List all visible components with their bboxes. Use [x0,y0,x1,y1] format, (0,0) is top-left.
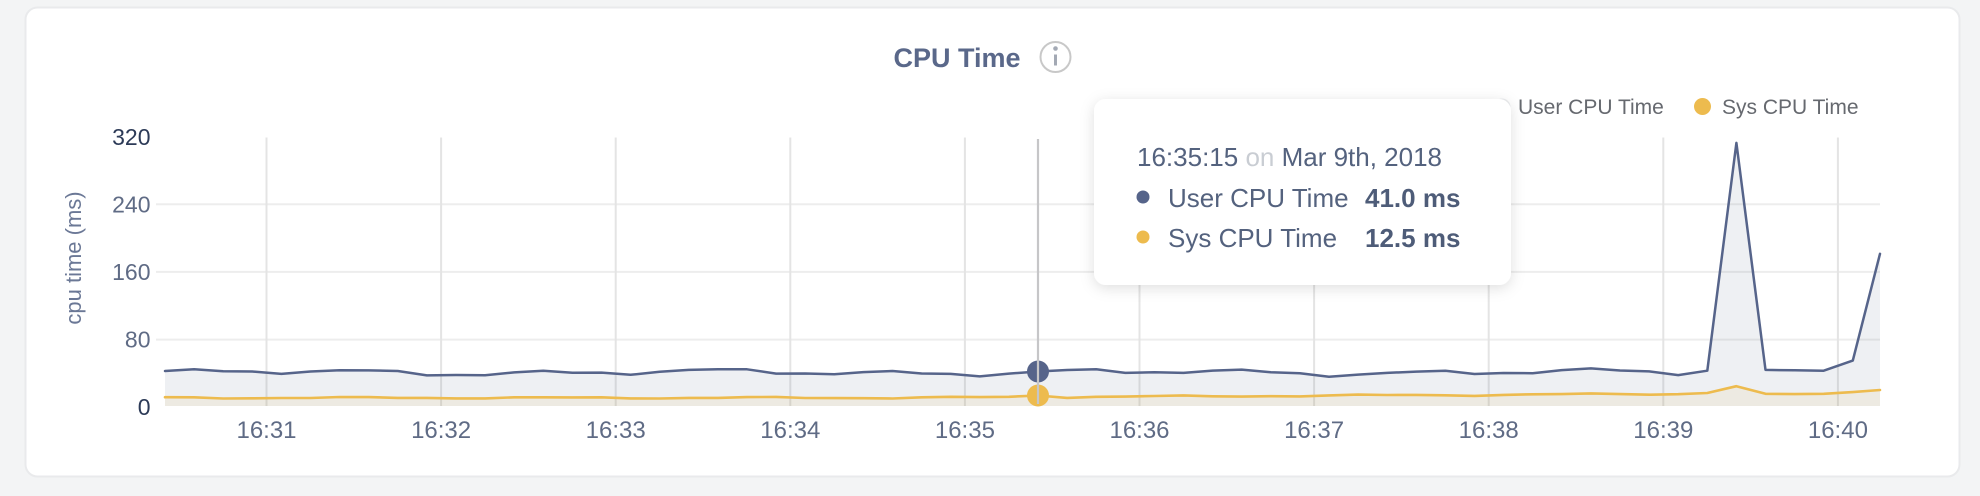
svg-text:16:34: 16:34 [760,417,820,444]
svg-text:320: 320 [112,124,150,150]
svg-text:16:38: 16:38 [1459,417,1519,444]
svg-text:16:33: 16:33 [586,417,646,444]
svg-text:240: 240 [112,192,150,218]
svg-text:80: 80 [125,327,151,353]
svg-text:Sys CPU Time: Sys CPU Time [1722,96,1859,119]
svg-text:cpu time (ms): cpu time (ms) [61,191,86,324]
svg-text:CPU Time: CPU Time [893,43,1020,73]
svg-text:User CPU Time: User CPU Time [1168,183,1349,213]
svg-text:16:36: 16:36 [1109,417,1169,444]
svg-text:0: 0 [138,394,151,420]
svg-text:16:32: 16:32 [411,417,471,444]
svg-text:16:31: 16:31 [236,417,296,444]
svg-text:41.0 ms: 41.0 ms [1365,183,1460,213]
svg-text:16:35: 16:35 [935,417,995,444]
svg-text:16:40: 16:40 [1808,417,1868,444]
svg-text:12.5 ms: 12.5 ms [1365,223,1460,253]
svg-text:16:35:15 on Mar 9th, 2018: 16:35:15 on Mar 9th, 2018 [1137,142,1442,172]
svg-text:16:39: 16:39 [1633,417,1693,444]
svg-text:160: 160 [112,259,150,285]
svg-text:16:37: 16:37 [1284,417,1344,444]
svg-text:User CPU Time: User CPU Time [1518,96,1664,119]
svg-text:Sys CPU Time: Sys CPU Time [1168,223,1337,253]
